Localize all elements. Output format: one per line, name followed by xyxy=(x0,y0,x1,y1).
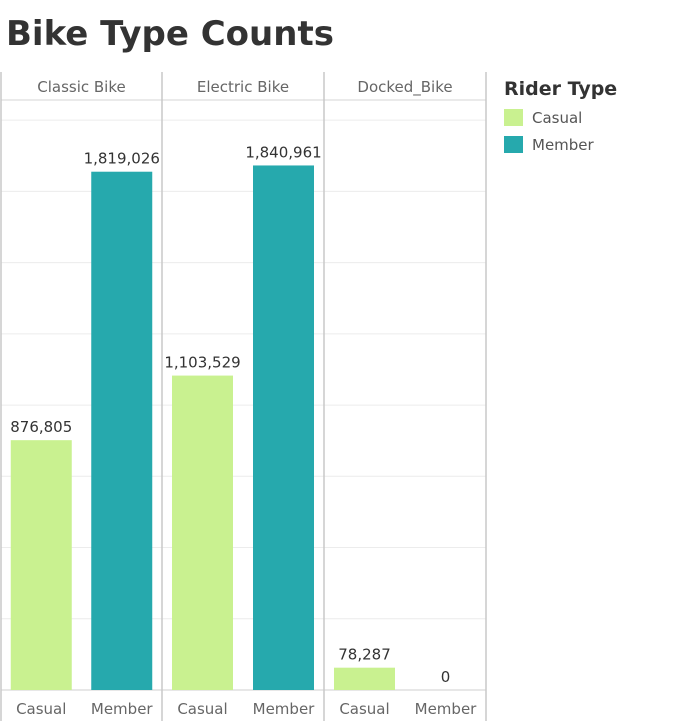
x-tick-label-classic-bike-member: Member xyxy=(91,700,154,718)
legend-label-casual: Casual xyxy=(532,108,583,127)
bar-docked-bike-casual xyxy=(334,667,395,690)
panel-header-classic-bike: Classic Bike xyxy=(37,78,125,96)
bar-electric-bike-member xyxy=(253,165,314,690)
legend-swatch-member xyxy=(504,136,523,153)
data-label-classic-bike-member: 1,819,026 xyxy=(84,150,160,168)
x-tick-label-electric-bike-casual: Casual xyxy=(177,700,227,718)
bar-classic-bike-member xyxy=(91,171,153,690)
x-tick-label-docked-bike-casual: Casual xyxy=(339,700,389,718)
legend-label-member: Member xyxy=(532,135,594,154)
bar-classic-bike-casual xyxy=(10,440,72,690)
x-tick-label-docked-bike-member: Member xyxy=(415,700,478,718)
panel-header-docked-bike: Docked_Bike xyxy=(357,78,452,97)
bar-electric-bike-casual xyxy=(172,375,233,690)
data-label-electric-bike-member: 1,840,961 xyxy=(245,143,321,161)
data-label-electric-bike-casual: 1,103,529 xyxy=(164,354,240,372)
data-label-docked-bike-casual: 78,287 xyxy=(338,646,391,664)
data-label-classic-bike-casual: 876,805 xyxy=(10,418,72,436)
panel-header-electric-bike: Electric Bike xyxy=(197,78,289,96)
x-tick-label-classic-bike-casual: Casual xyxy=(16,700,66,718)
legend-swatch-casual xyxy=(504,109,523,126)
x-tick-label-electric-bike-member: Member xyxy=(253,700,316,718)
chart-title: Bike Type Counts xyxy=(6,14,334,54)
data-label-docked-bike-member: 0 xyxy=(441,668,451,686)
legend: Rider Type Casual Member xyxy=(504,78,617,158)
legend-item-casual[interactable]: Casual xyxy=(504,104,617,131)
legend-title: Rider Type xyxy=(504,78,618,100)
legend-item-member[interactable]: Member xyxy=(504,131,617,158)
